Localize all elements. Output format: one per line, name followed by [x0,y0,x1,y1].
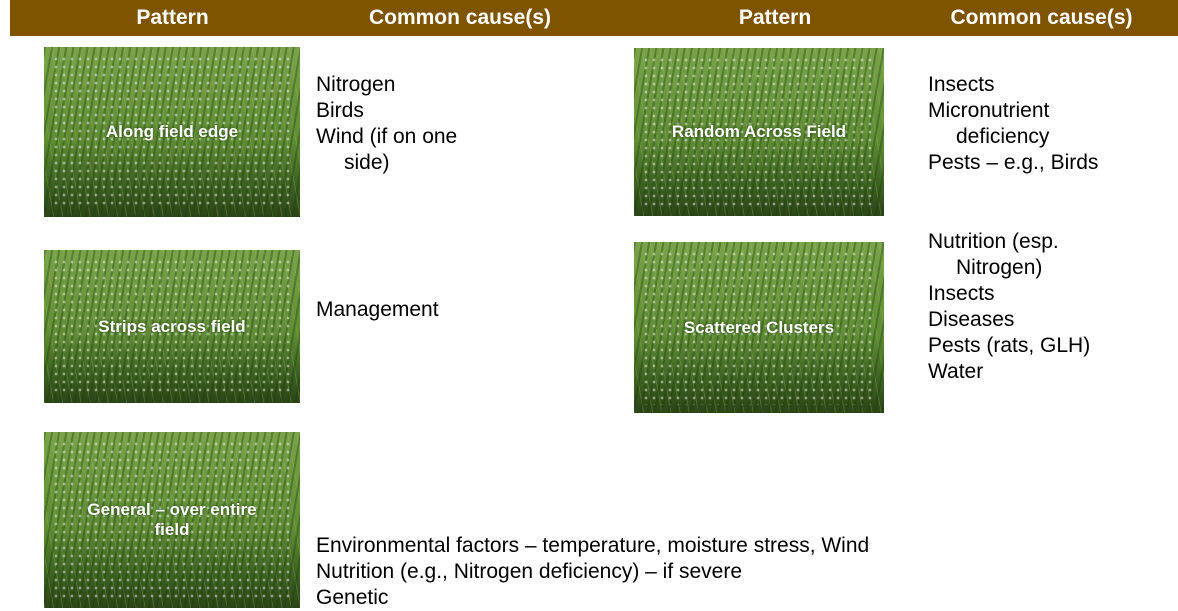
column-header: Pattern [660,0,890,36]
cause: Genetic [316,585,1116,611]
cause: Wind (if on one side) [316,124,491,176]
cause: Micronutrient deficiency [928,98,1146,150]
header-bar: Pattern Common cause(s) Pattern Common caus… [10,0,1178,36]
pattern-label: Scattered Clusters [634,318,884,338]
column-header: Common cause(s) [330,0,590,36]
pattern-label: Strips across field [44,317,300,337]
cause: Insects [928,72,1146,98]
cause: Nutrition (esp. Nitrogen) [928,229,1146,281]
cause: Environmental factors – temperature, moi… [316,533,1116,559]
cause: Nutrition (e.g., Nitrogen deficiency) – … [316,559,1116,585]
pattern-image: General – over entire field [44,432,300,608]
cause: Birds [316,98,491,124]
cause: Nitrogen [316,72,491,98]
pattern-image: Along field edge [44,47,300,217]
causes-list: Management [316,297,616,323]
cause: Water [928,359,1146,385]
pattern-label: Along field edge [44,122,300,142]
causes-list: Environmental factors – temperature, moi… [316,533,1116,611]
pattern-image: Strips across field [44,250,300,403]
cause: Pests (rats, GLH) [928,333,1146,359]
column-header: Common cause(s) [905,0,1178,36]
pattern-image: Scattered Clusters [634,242,884,413]
column-header: Pattern [40,0,305,36]
cause: Diseases [928,307,1146,333]
pattern-label: General – over entire field [44,500,300,540]
cause: Pests – e.g., Birds [928,150,1146,176]
pattern-label: Random Across Field [634,122,884,142]
page: Pattern Common cause(s) Pattern Common caus… [0,0,1178,608]
pattern-image: Random Across Field [634,48,884,216]
cause: Insects [928,281,1146,307]
cause: Management [316,297,616,323]
